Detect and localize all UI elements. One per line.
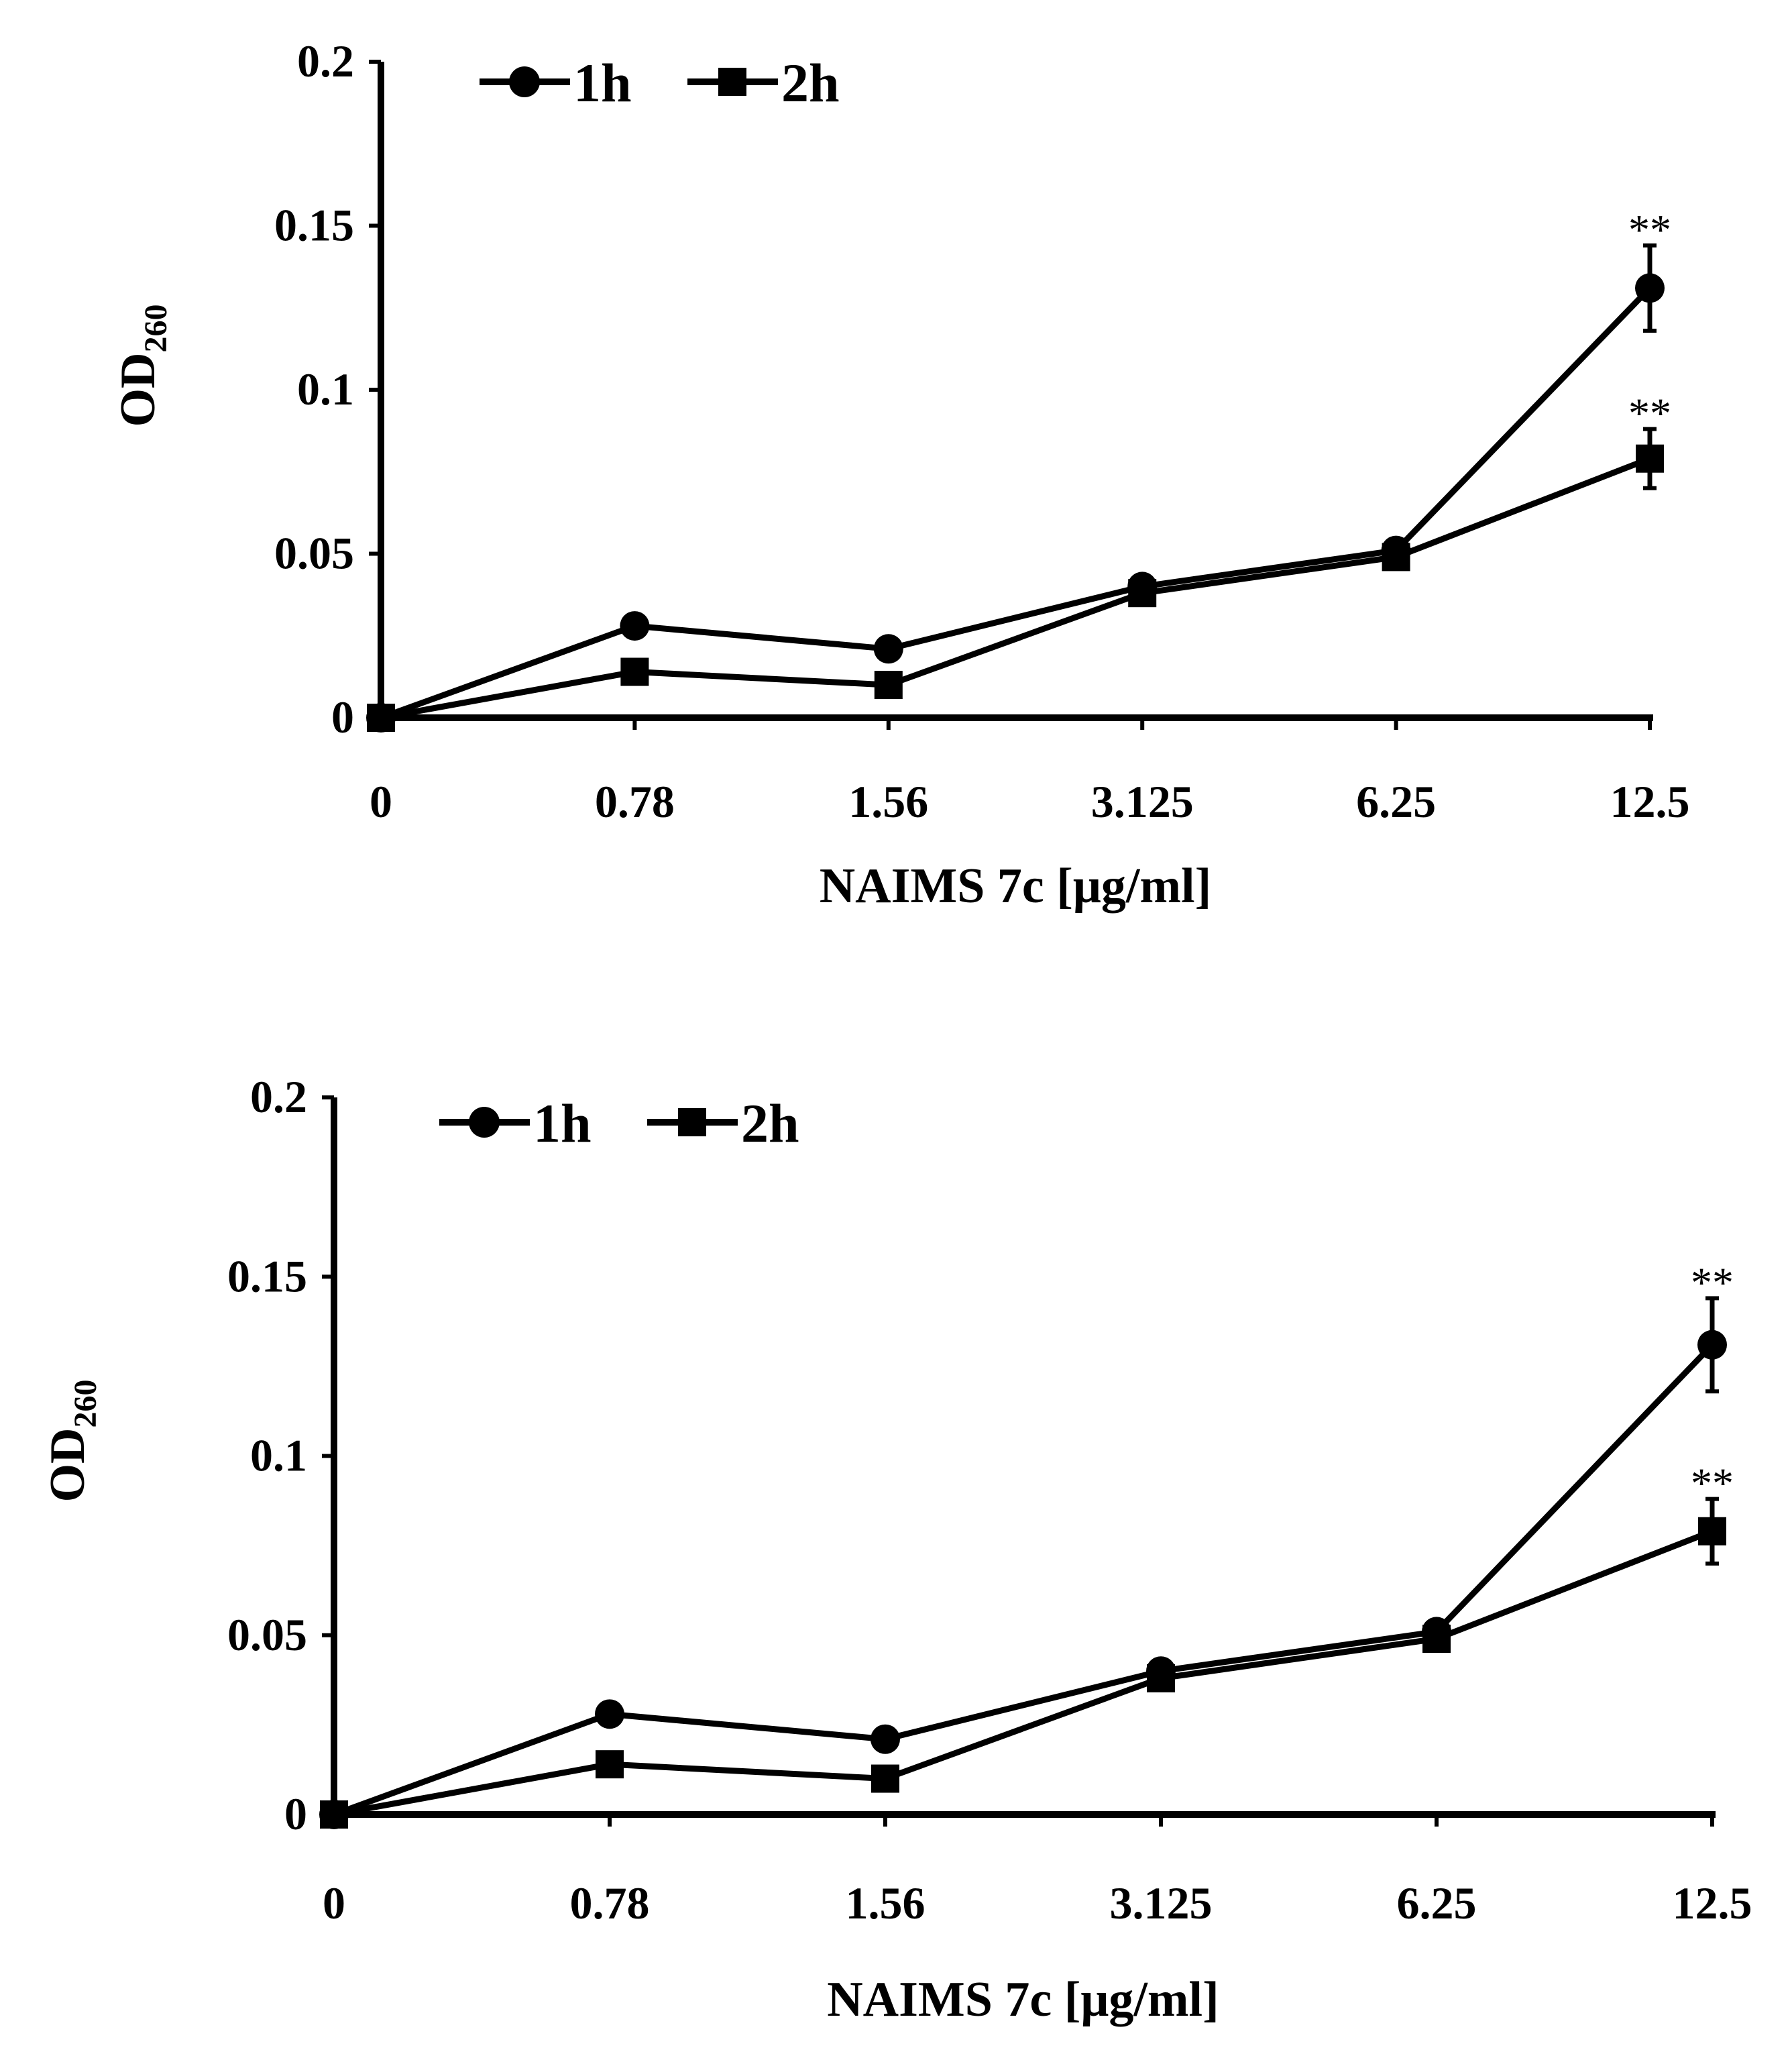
y-tick-label: 0.2: [250, 1071, 307, 1122]
data-point-2h: [1422, 1625, 1451, 1654]
data-point-1h: [1697, 1330, 1727, 1360]
data-point-2h: [1382, 543, 1410, 572]
x-tick-label: 3.125: [1110, 1878, 1213, 1929]
y-axis-title-subscript: 260: [138, 305, 174, 353]
y-tick-label: 0.05: [227, 1609, 307, 1660]
legend-label-1h: 1h: [573, 52, 632, 113]
x-axis-title: NAIMS 7c [μg/ml]: [827, 1972, 1219, 2027]
data-point-1h: [873, 634, 903, 664]
series-line-2h: [333, 1528, 1714, 1818]
x-tick-label: 0: [323, 1878, 345, 1929]
y-tick-label: 0.15: [274, 200, 354, 251]
y-tick-label: 0.1: [250, 1430, 307, 1481]
data-point-1h: [620, 611, 650, 641]
y-axis-title-subscript: 260: [68, 1380, 103, 1428]
y-axis-title: OD260: [40, 1380, 103, 1503]
y-axis-title: OD260: [111, 305, 174, 427]
significance-label-1h: **: [1691, 1258, 1734, 1306]
x-tick-label: 1.56: [846, 1878, 926, 1929]
x-tick-label: 0.78: [595, 776, 675, 827]
y-tick-label: 0: [284, 1788, 307, 1839]
legend-label-1h: 1h: [533, 1093, 592, 1154]
y-tick-label: 0.2: [297, 36, 354, 87]
data-point-1h: [595, 1699, 624, 1729]
x-tick-label: 0: [370, 776, 392, 827]
data-point-2h: [320, 1800, 348, 1829]
x-tick-label: 3.125: [1091, 776, 1194, 827]
x-axis-title: NAIMS 7c [μg/ml]: [820, 859, 1212, 914]
data-point-1h: [871, 1724, 900, 1754]
legend-marker-1h: [469, 1107, 500, 1138]
y-tick-label: 0.05: [274, 528, 354, 579]
data-point-2h: [1636, 444, 1664, 473]
data-point-1h: [1635, 273, 1665, 303]
y-axis-title-main: OD: [111, 353, 166, 427]
x-tick-label: 6.25: [1356, 776, 1436, 827]
series-line-1h: [333, 1342, 1715, 1818]
series-line-2h: [380, 455, 1651, 721]
data-point-2h: [874, 671, 903, 700]
legend-label-2h: 2h: [741, 1093, 799, 1154]
x-tick-label: 6.25: [1397, 1878, 1477, 1929]
significance-label-1h: **: [1628, 206, 1671, 254]
significance-label-2h: **: [1691, 1460, 1734, 1507]
x-tick-label: 12.5: [1673, 1878, 1752, 1929]
y-tick-label: 0: [331, 692, 354, 743]
legend-label-2h: 2h: [781, 52, 840, 113]
legend-marker-2h: [678, 1108, 706, 1136]
chart-top: 0 0.05 0.1 0.15 0.2 0 0.78 1.56 3.125 6.25 12.5 NAI…: [111, 36, 1690, 914]
y-tick-label: 0.15: [227, 1250, 307, 1301]
chart-bottom: 0 0.05 0.1 0.15 0.2 0 0.78 1.56 3.125 6.25 12.5 NAI…: [40, 1071, 1752, 2027]
x-tick-label: 1.56: [848, 776, 928, 827]
legend-marker-1h: [509, 66, 540, 97]
data-point-2h: [1698, 1517, 1726, 1546]
legend-marker-2h: [718, 68, 746, 96]
data-point-2h: [367, 704, 395, 732]
series-line-1h: [380, 286, 1653, 721]
data-point-2h: [596, 1750, 624, 1779]
y-tick-label: 0.1: [297, 364, 354, 415]
data-point-2h: [1128, 579, 1157, 608]
x-tick-label: 12.5: [1610, 776, 1690, 827]
data-point-2h: [871, 1764, 899, 1793]
y-axis-title-main: OD: [40, 1428, 95, 1503]
data-point-2h: [1147, 1664, 1175, 1692]
data-point-2h: [620, 657, 649, 686]
x-tick-label: 0.78: [570, 1878, 650, 1929]
significance-label-2h: **: [1628, 390, 1671, 437]
